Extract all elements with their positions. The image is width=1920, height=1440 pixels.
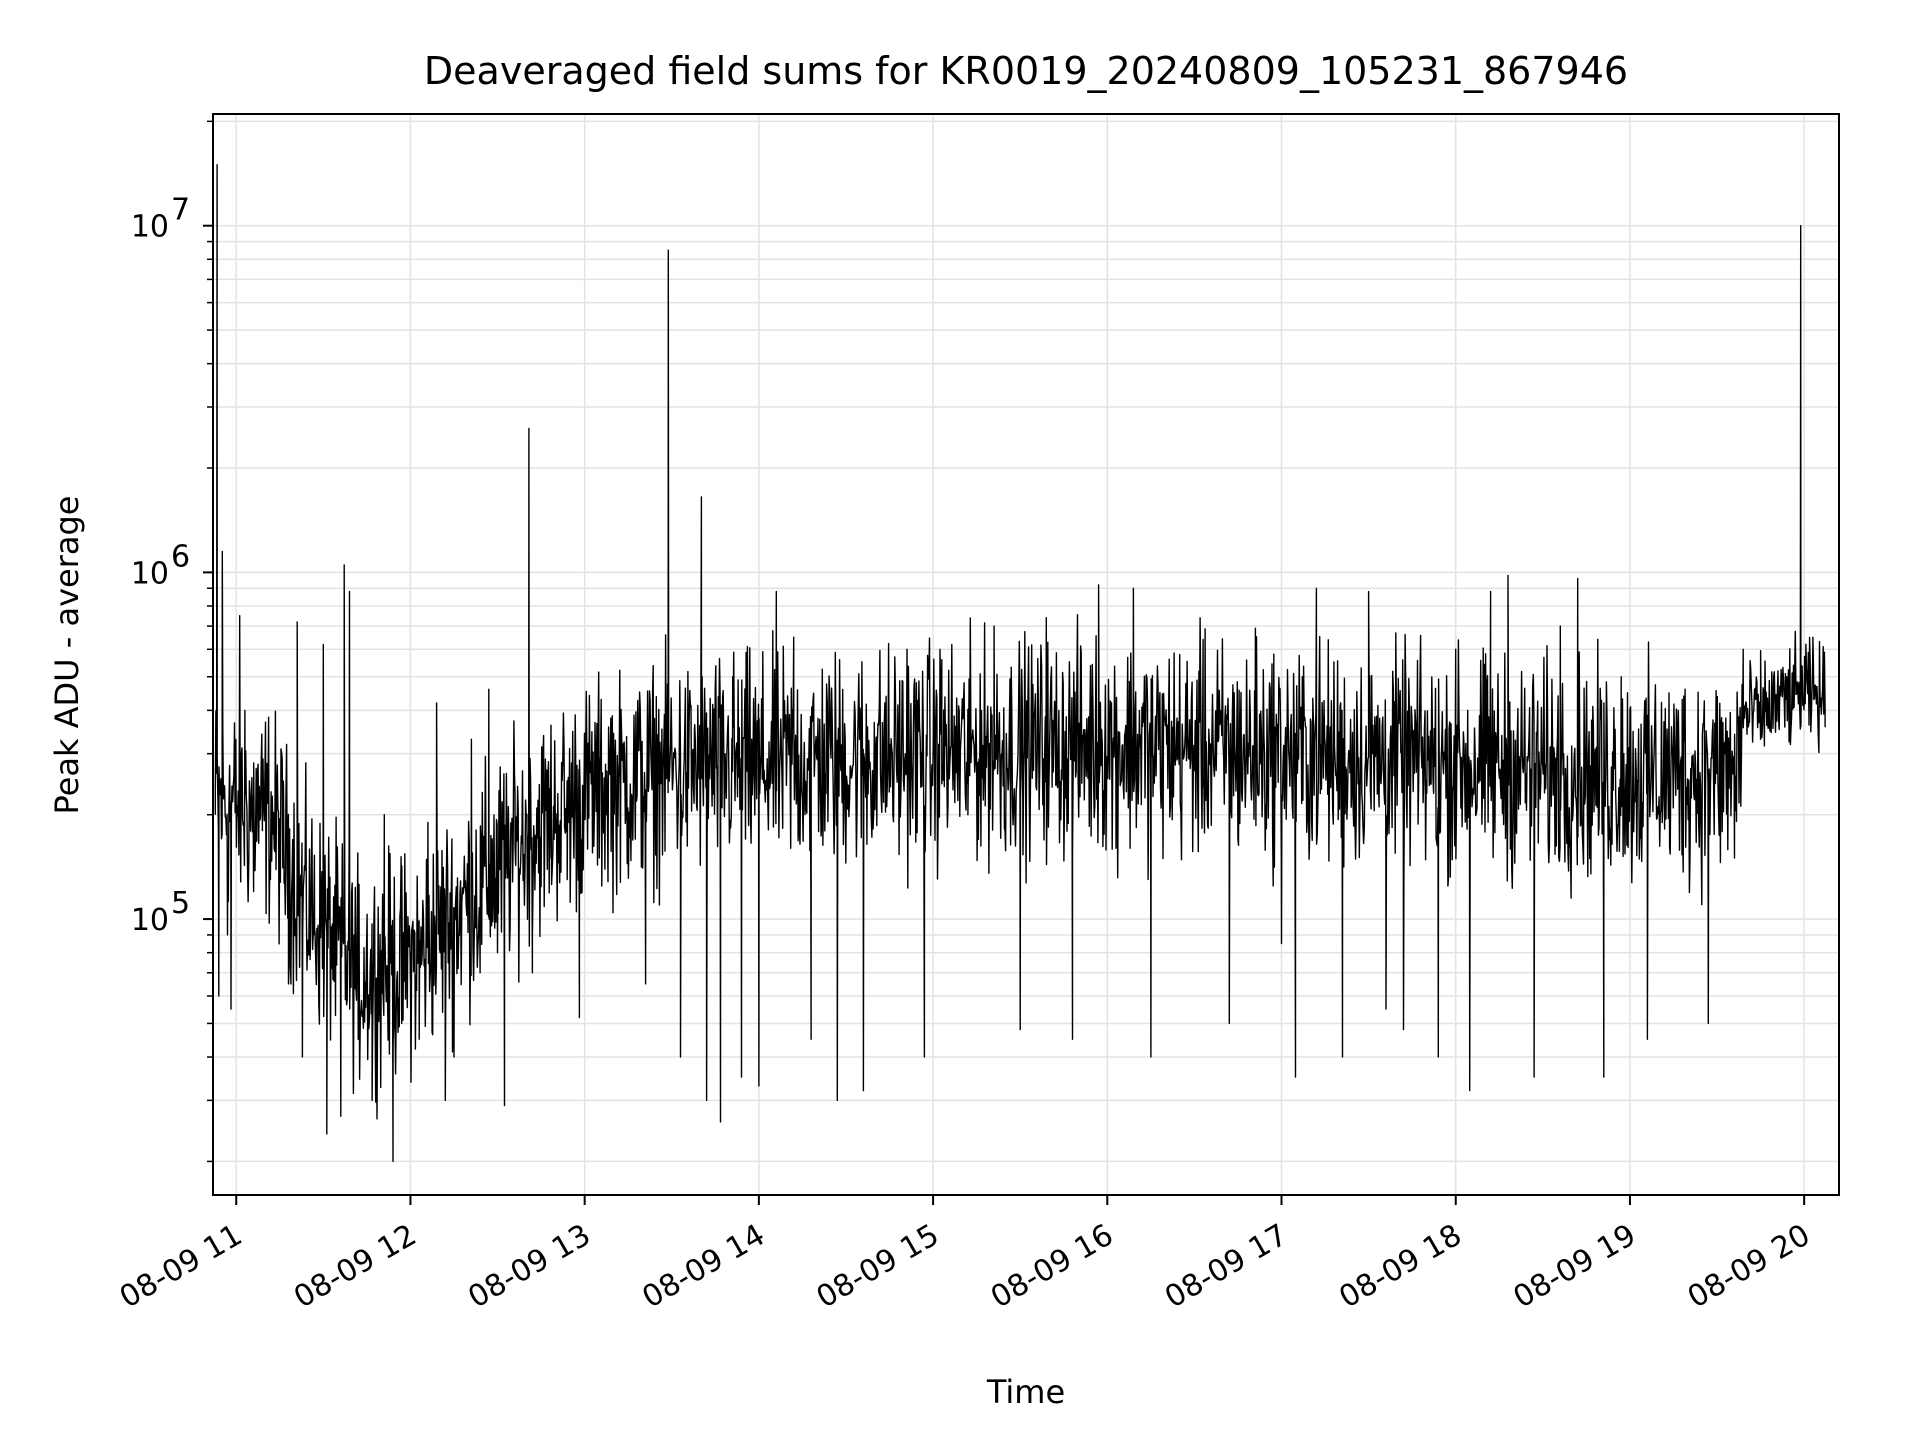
x-tick-label: 08-09 14 [637,1218,771,1316]
series-line [214,163,1826,1163]
chart-title: Deaveraged field sums for KR0019_2024080… [424,49,1628,93]
y-tick-label: 10 [131,210,169,245]
y-tick-exponent: 7 [171,193,190,228]
x-axis: 08-09 11 08-09 12 08-09 13 08-09 14 08-09 15… [114,1195,1816,1315]
x-tick-label: 08-09 11 [114,1218,248,1316]
plot-frame [212,113,1840,1196]
grid-lines [213,114,1839,1195]
x-tick-label: 08-09 17 [1159,1218,1293,1316]
x-tick-label: 08-09 15 [811,1218,945,1316]
y-tick-label: 10 [131,903,169,938]
plot-area [214,163,1826,1163]
x-tick-label: 08-09 20 [1682,1218,1816,1316]
x-axis-label: Time [986,1373,1065,1411]
x-tick-label: 08-09 16 [985,1218,1119,1316]
y-axis-label: Peak ADU - average [48,496,86,815]
y-tick-label: 10 [131,556,169,591]
y-tick-exponent: 5 [171,886,190,921]
y-tick-exponent: 6 [171,539,190,574]
x-tick-label: 08-09 18 [1333,1218,1467,1316]
x-tick-label: 08-09 19 [1508,1218,1642,1316]
x-tick-label: 08-09 12 [288,1218,422,1316]
x-tick-label: 08-09 13 [462,1218,596,1316]
